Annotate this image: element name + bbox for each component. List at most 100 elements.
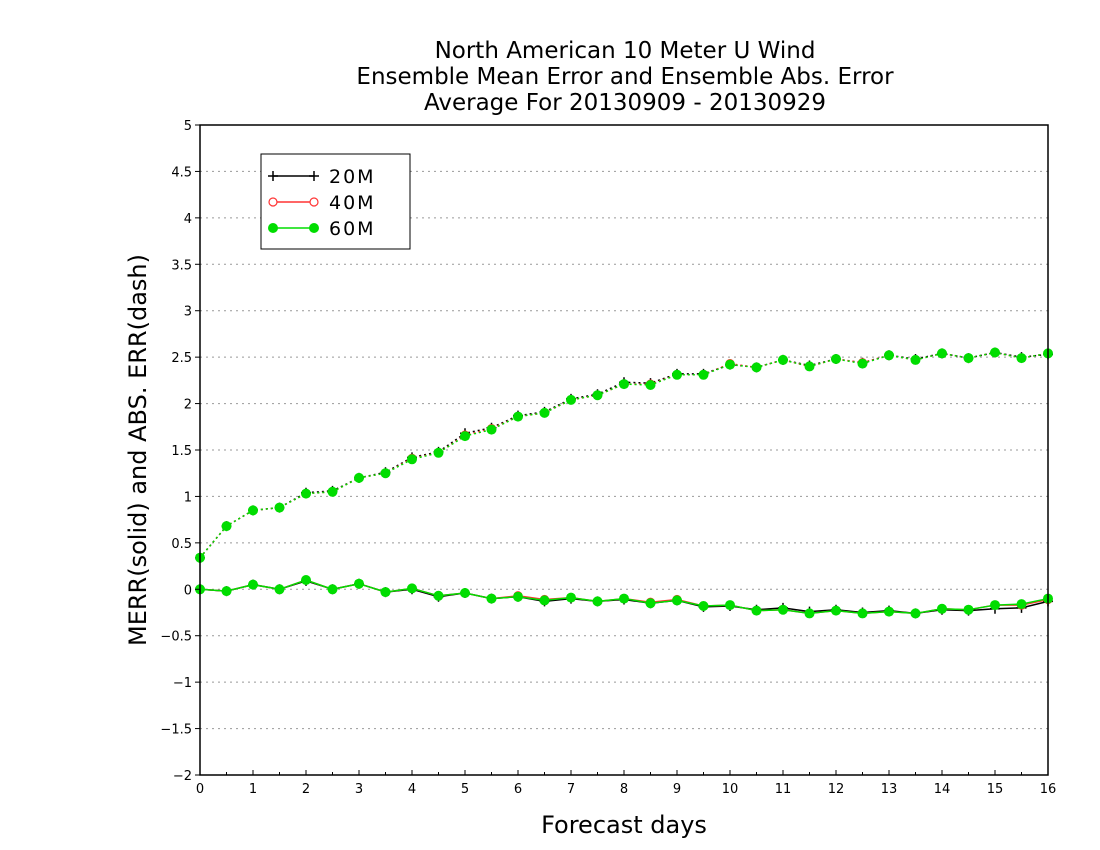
axis-ticks: −2−1.5−1−0.500.511.522.533.544.550 1 2 3 4 5 6… (160, 119, 1056, 797)
data-point (460, 431, 470, 442)
data-point (354, 472, 364, 483)
data-point (460, 588, 470, 598)
data-point (1016, 353, 1027, 364)
data-point (645, 380, 656, 390)
y-axis-label: MERR(solid) and ABS. ERR(dash) (124, 254, 152, 646)
data-point (751, 362, 762, 373)
x-tick-label: 0 (196, 782, 204, 797)
x-tick-label: 11 (775, 782, 792, 797)
y-tick-label: 2.5 (171, 351, 192, 366)
data-point (698, 601, 709, 611)
x-tick-label: 3 (355, 782, 363, 797)
data-point (354, 578, 364, 589)
data-point (592, 390, 603, 401)
data-point (513, 591, 523, 602)
data-point (990, 600, 1000, 611)
y-tick-label: 5 (184, 119, 192, 134)
data-point (672, 369, 682, 380)
x-tick-label: 5 (461, 782, 469, 797)
y-tick-label: 3.5 (171, 258, 192, 273)
x-tick-label: 16 (1040, 782, 1057, 797)
grid-lines (200, 170, 1048, 730)
data-point (937, 603, 947, 614)
data-point (619, 593, 629, 604)
x-tick-label: 13 (881, 782, 898, 797)
title-line-1: North American 10 Meter U Wind (435, 38, 816, 64)
x-tick-label: 15 (987, 782, 1004, 797)
data-point (990, 347, 1000, 358)
data-point (725, 600, 735, 611)
data-point (221, 586, 232, 597)
data-point (433, 590, 444, 601)
data-point (910, 354, 921, 365)
data-point (963, 604, 974, 615)
data-point (884, 350, 894, 361)
legend-label: 20M (329, 166, 376, 188)
data-point (221, 521, 232, 532)
data-point (645, 598, 656, 609)
data-point (884, 606, 894, 617)
x-tick-label: 14 (934, 782, 951, 797)
data-point (380, 587, 391, 598)
data-point (301, 575, 311, 585)
series-60M (195, 347, 1053, 619)
x-tick-label: 1 (249, 782, 257, 797)
title-line-2: Ensemble Mean Error and Ensemble Abs. Er… (356, 64, 894, 90)
legend-item-20M: 20M (268, 166, 376, 188)
data-point (1016, 599, 1027, 610)
y-tick-label: 1 (184, 490, 192, 505)
y-tick-label: −0.5 (160, 630, 192, 645)
data-point (672, 595, 682, 606)
abs-err-line (199, 351, 1049, 559)
x-tick-label: 12 (828, 782, 845, 797)
data-point (539, 407, 550, 418)
data-point (268, 197, 278, 207)
legend-label: 60M (329, 218, 376, 240)
data-point (910, 608, 921, 619)
x-tick-label: 9 (673, 782, 681, 797)
x-tick-label: 2 (302, 782, 310, 797)
data-point (513, 411, 523, 422)
data-point (486, 593, 497, 604)
y-tick-label: 2 (184, 398, 192, 413)
x-tick-label: 7 (567, 782, 575, 797)
data-point (778, 354, 788, 365)
data-point (592, 596, 603, 607)
data-point (268, 171, 278, 181)
data-point (274, 502, 285, 513)
data-point (778, 604, 788, 615)
legend-label: 40M (329, 192, 376, 214)
data-point (309, 197, 319, 207)
y-tick-label: −1.5 (160, 723, 192, 738)
data-point (309, 223, 319, 233)
data-point (268, 223, 278, 233)
data-point (725, 359, 735, 370)
data-point (274, 584, 285, 595)
x-tick-label: 4 (408, 782, 416, 797)
data-point (248, 505, 258, 516)
data-point (751, 605, 762, 616)
data-point (937, 348, 947, 359)
data-point (963, 353, 974, 364)
data-point (619, 379, 629, 390)
y-tick-label: 0 (184, 583, 192, 598)
x-tick-label: 6 (514, 782, 522, 797)
y-tick-label: −1 (173, 676, 192, 691)
y-tick-label: −2 (173, 769, 192, 784)
x-tick-label: 8 (620, 782, 628, 797)
y-tick-label: 3 (184, 305, 192, 320)
data-point (327, 486, 338, 497)
data-point (566, 394, 576, 405)
y-tick-label: 4 (184, 212, 192, 227)
data-point (857, 358, 868, 369)
data-point (407, 583, 417, 594)
data-point (698, 369, 709, 380)
data-point (301, 488, 311, 499)
series-lines (195, 347, 1053, 619)
data-point (804, 608, 815, 619)
data-point (486, 424, 497, 435)
data-point (539, 595, 550, 606)
data-point (831, 605, 841, 616)
legend-item-60M: 60M (268, 218, 376, 240)
